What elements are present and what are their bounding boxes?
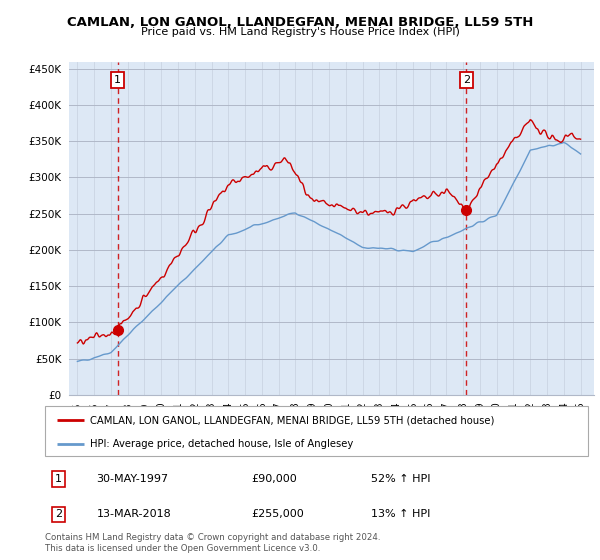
Text: 1: 1	[55, 474, 62, 484]
Text: 13% ↑ HPI: 13% ↑ HPI	[371, 510, 430, 520]
Text: 52% ↑ HPI: 52% ↑ HPI	[371, 474, 430, 484]
Text: Price paid vs. HM Land Registry's House Price Index (HPI): Price paid vs. HM Land Registry's House …	[140, 27, 460, 37]
FancyBboxPatch shape	[45, 406, 588, 456]
Text: 2: 2	[55, 510, 62, 520]
Text: Contains HM Land Registry data © Crown copyright and database right 2024.
This d: Contains HM Land Registry data © Crown c…	[45, 533, 380, 553]
Text: CAMLAN, LON GANOL, LLANDEGFAN, MENAI BRIDGE, LL59 5TH: CAMLAN, LON GANOL, LLANDEGFAN, MENAI BRI…	[67, 16, 533, 29]
Text: 30-MAY-1997: 30-MAY-1997	[97, 474, 169, 484]
Text: 13-MAR-2018: 13-MAR-2018	[97, 510, 172, 520]
Text: HPI: Average price, detached house, Isle of Anglesey: HPI: Average price, detached house, Isle…	[89, 439, 353, 449]
Text: CAMLAN, LON GANOL, LLANDEGFAN, MENAI BRIDGE, LL59 5TH (detached house): CAMLAN, LON GANOL, LLANDEGFAN, MENAI BRI…	[89, 415, 494, 425]
Text: 2: 2	[463, 74, 470, 85]
Text: £255,000: £255,000	[251, 510, 304, 520]
Text: 1: 1	[115, 74, 121, 85]
Text: £90,000: £90,000	[251, 474, 297, 484]
